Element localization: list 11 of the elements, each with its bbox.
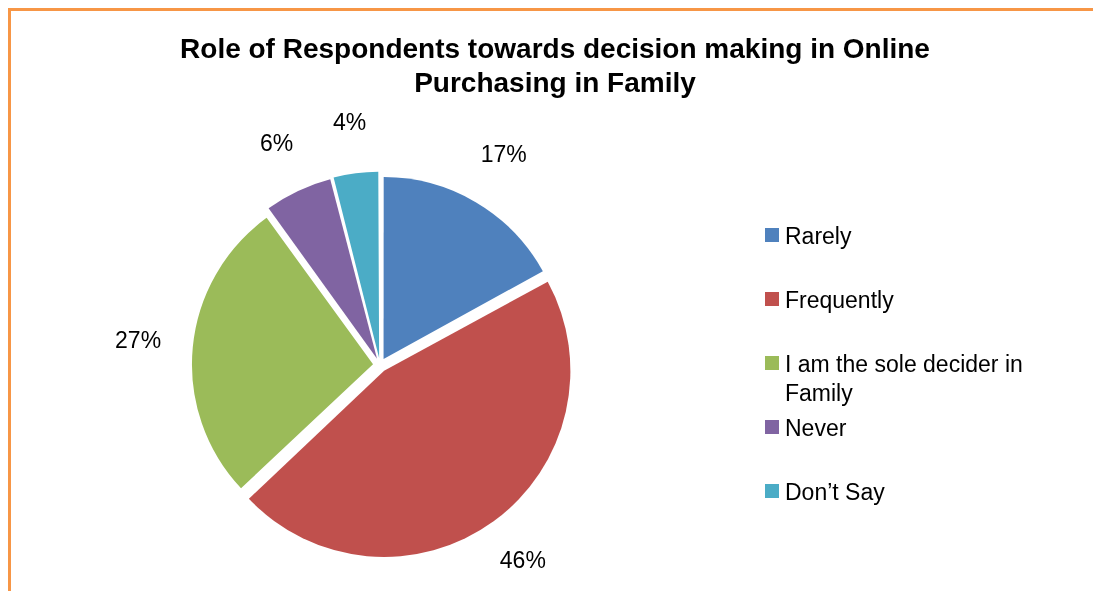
data-label: 17%	[480, 141, 527, 168]
legend-label: Frequently	[785, 286, 895, 315]
legend-label: Don’t Say	[785, 478, 886, 507]
data-label: 6%	[259, 130, 294, 157]
legend-label: Never	[785, 414, 848, 443]
data-label: 4%	[332, 109, 367, 136]
legend-label: Rarely	[785, 222, 853, 251]
chart-title: Role of Respondents towards decision making in Online Purchasing in Family	[179, 32, 931, 100]
legend-label: I am the sole decider in Family	[785, 350, 1024, 408]
data-label: 27%	[115, 327, 162, 354]
data-label: 46%	[499, 546, 546, 573]
